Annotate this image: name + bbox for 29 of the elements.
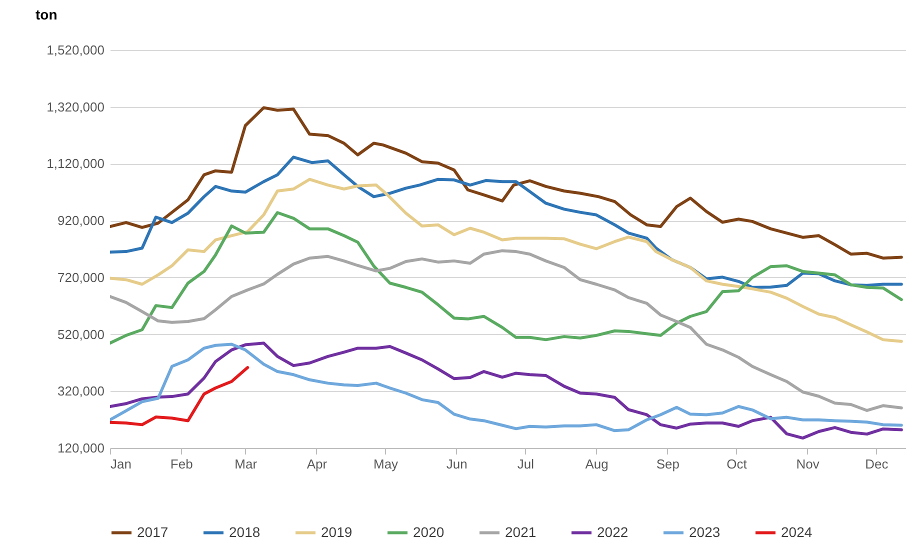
x-tick-label: Feb (170, 456, 193, 472)
x-tick-label: Aug (585, 456, 608, 472)
x-tick-label: Jan (110, 456, 132, 472)
legend-label: 2021 (505, 524, 536, 538)
x-tick-label: Oct (726, 456, 748, 472)
x-tick-label: Nov (796, 456, 820, 472)
x-tick-label: Jul (517, 456, 534, 472)
y-tick-label: 1,320,000 (46, 99, 104, 114)
legend-label: 2019 (321, 524, 352, 538)
legend-label: 2023 (689, 524, 720, 538)
legend-label: 2024 (781, 524, 812, 538)
legend-label: 2020 (413, 524, 444, 538)
y-tick-label: 1,120,000 (46, 156, 104, 172)
legend-label: 2018 (229, 524, 260, 538)
y-tick-label: 320,000 (58, 384, 104, 399)
legend-label: 2022 (597, 524, 628, 538)
x-tick-label: Apr (306, 456, 328, 472)
y-tick-label: 120,000 (58, 440, 104, 456)
y-tick-label: 920,000 (58, 213, 104, 228)
x-tick-label: Dec (865, 456, 889, 472)
x-tick-label: Jun (446, 456, 468, 472)
x-tick-label: May (373, 456, 399, 472)
y-tick-label: 720,000 (58, 270, 104, 285)
x-tick-label: Mar (234, 456, 258, 472)
y-tick-label: 1,520,000 (46, 42, 104, 58)
y-axis-title: ton (36, 6, 58, 22)
y-tick-label: 520,000 (58, 326, 104, 342)
legend-label: 2017 (137, 524, 168, 538)
x-tick-label: Sep (656, 456, 680, 472)
